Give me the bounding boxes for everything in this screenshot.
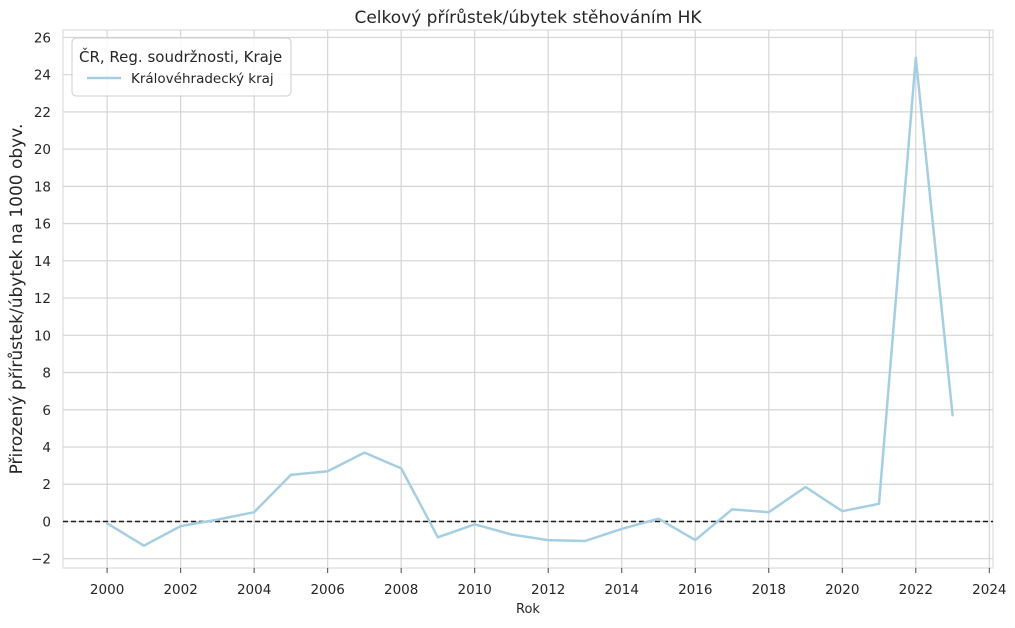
- y-tick-label: 20: [34, 142, 51, 158]
- legend-title: ČR, Reg. soudržnosti, Kraje: [79, 47, 282, 66]
- y-tick-label: 4: [42, 440, 51, 456]
- x-tick-labels: 2000 2002 2004 2006 2008 2010 2012 2014 2016 2018…: [90, 582, 1007, 598]
- y-tick-label: 18: [34, 179, 51, 195]
- y-tick-label: 6: [42, 403, 51, 419]
- x-tick-label: 2002: [163, 582, 197, 598]
- y-tick-label: 12: [34, 291, 51, 307]
- x-tick-label: 2020: [825, 582, 859, 598]
- x-tick-label: 2006: [310, 582, 344, 598]
- x-tick-label: 2004: [237, 582, 271, 598]
- legend-label: Královéhradecký kraj: [131, 71, 274, 87]
- plot-area: [62, 29, 994, 569]
- y-tick-label: 8: [42, 366, 51, 382]
- grid: [63, 30, 993, 573]
- y-tick-label: 22: [34, 105, 51, 121]
- x-tick-label: 2018: [752, 582, 786, 598]
- x-axis-title: Rok: [516, 602, 540, 617]
- legend: ČR, Reg. soudržnosti, Kraje Královéhrade…: [71, 37, 292, 97]
- y-tick-label: 14: [34, 254, 51, 270]
- x-tick-label: 2024: [972, 582, 1006, 598]
- y-tick-label: 2: [42, 477, 51, 493]
- x-tick-label: 2000: [90, 582, 124, 598]
- y-tick-label: 0: [42, 514, 51, 530]
- y-tick-label: 16: [34, 217, 51, 233]
- x-tick-label: 2008: [384, 582, 418, 598]
- y-axis-title: Přirozený přírůstek/úbytek na 1000 obyv.: [7, 124, 27, 475]
- y-tick-label: 10: [34, 328, 51, 344]
- series-group: [105, 56, 954, 547]
- x-tick-label: 2016: [678, 582, 712, 598]
- y-tick-label: −2: [31, 552, 51, 568]
- x-tick-label: 2010: [458, 582, 492, 598]
- chart-title: Celkový přírůstek/úbytek stěhováním HK: [354, 8, 702, 28]
- x-tick-label: 2014: [605, 582, 639, 598]
- x-tick-label: 2022: [899, 582, 933, 598]
- y-tick-label: 26: [34, 30, 51, 46]
- series-line: [105, 56, 954, 547]
- legend-box: [71, 37, 292, 97]
- x-tick-label: 2012: [531, 582, 565, 598]
- y-tick-label: 24: [34, 68, 51, 84]
